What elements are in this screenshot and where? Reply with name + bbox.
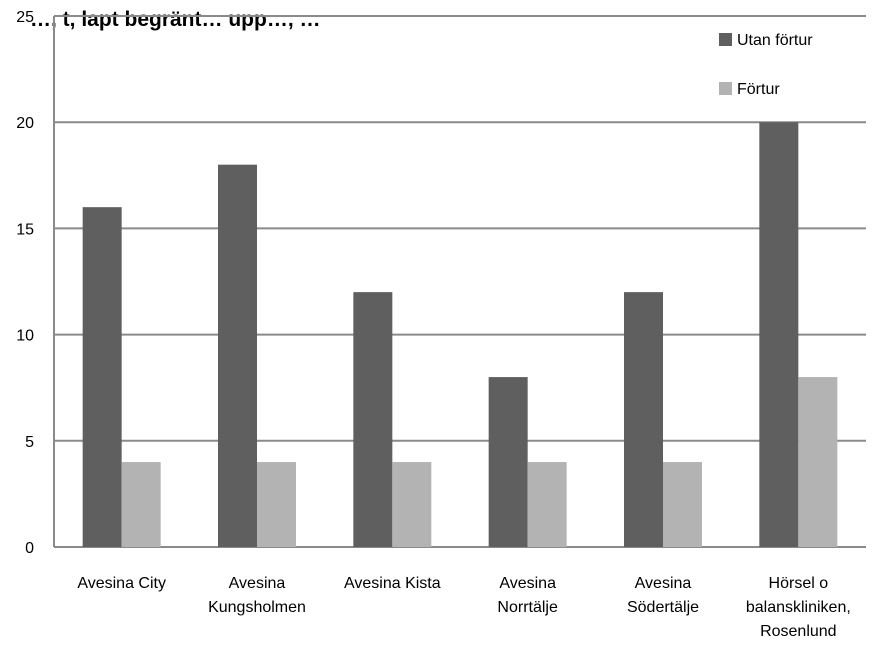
x-tick-label: Avesina City xyxy=(77,575,166,592)
x-tick-label-line: Avesina Kista xyxy=(344,575,441,592)
bar-fortur-3 xyxy=(527,462,567,547)
x-tick-label-line: Avesina xyxy=(499,575,556,592)
bar-utan-fortur-1 xyxy=(218,164,257,547)
bar-fortur-0 xyxy=(121,462,161,547)
x-tick-label-line: Södertälje xyxy=(627,599,699,616)
legend: Utan förtur Förtur xyxy=(719,32,813,98)
bar-utan-fortur-0 xyxy=(82,207,122,547)
y-tick-label: 10 xyxy=(16,328,34,345)
x-tick-label-line: Hörsel o xyxy=(769,575,829,592)
y-tick-label: 5 xyxy=(25,434,34,451)
bar-utan-fortur-2 xyxy=(353,292,393,547)
legend-label-0: Utan förtur xyxy=(737,32,813,49)
x-tick-label: Hörsel o balanskliniken, Rosenlund xyxy=(746,575,851,640)
bar-fortur-2 xyxy=(392,462,432,547)
y-tick-label: 0 xyxy=(25,540,34,557)
legend-swatch-1 xyxy=(719,82,732,95)
x-tick-label: Avesina Norrtälje xyxy=(497,575,558,616)
legend-label-1: Förtur xyxy=(737,81,780,98)
x-tick-label-line: Kungsholmen xyxy=(208,599,306,616)
bar-fortur-1 xyxy=(257,462,296,547)
x-tick-label-line: Avesina City xyxy=(77,575,166,592)
x-tick-label-line: Norrtälje xyxy=(497,599,558,616)
y-tick-label: 20 xyxy=(16,115,34,132)
bar-fortur-5 xyxy=(798,377,838,547)
axes xyxy=(53,16,866,548)
bar-utan-fortur-5 xyxy=(759,122,799,547)
y-tick-label: 25 xyxy=(16,9,34,26)
y-tick-labels: 0 5 10 15 20 25 xyxy=(16,9,34,557)
x-tick-label: Avesina Kungsholmen xyxy=(208,575,306,616)
bar-utan-fortur-4 xyxy=(624,292,663,547)
x-tick-label: Avesina Kista xyxy=(344,575,441,592)
bar-utan-fortur-3 xyxy=(488,377,528,547)
x-tick-label-line: Avesina xyxy=(635,575,692,592)
y-tick-label: 15 xyxy=(16,221,34,238)
x-tick-label-line: balanskliniken, xyxy=(746,599,851,616)
legend-swatch-0 xyxy=(719,33,732,46)
chart-title: …, t, lapt begränt… upp…, … xyxy=(30,8,321,31)
x-tick-label-line: Rosenlund xyxy=(760,623,837,640)
bars xyxy=(82,122,838,547)
x-tick-label: Avesina Södertälje xyxy=(627,575,699,616)
bar-fortur-4 xyxy=(663,462,702,547)
x-tick-labels: Avesina City Avesina Kungsholmen Avesina Ki… xyxy=(77,575,850,640)
gridlines xyxy=(54,15,866,442)
x-tick-label-line: Avesina xyxy=(229,575,286,592)
